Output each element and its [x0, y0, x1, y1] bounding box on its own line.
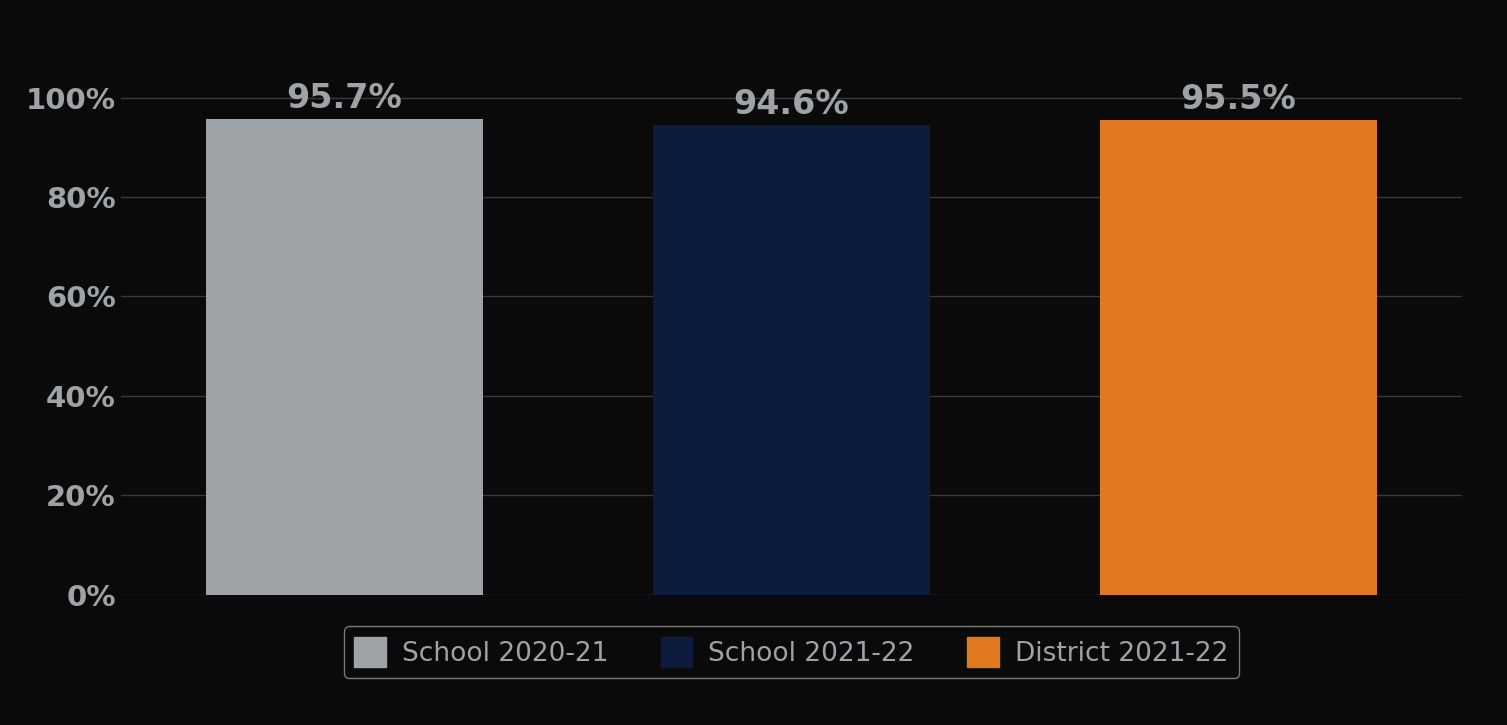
- Text: 94.6%: 94.6%: [734, 88, 848, 120]
- Bar: [1100, 120, 1377, 594]
- Bar: [205, 119, 482, 594]
- Legend: School 2020-21, School 2021-22, District 2021-22: School 2020-21, School 2021-22, District…: [344, 626, 1239, 678]
- Text: 95.5%: 95.5%: [1180, 83, 1296, 116]
- Bar: [653, 125, 930, 594]
- Text: 95.7%: 95.7%: [286, 82, 402, 115]
